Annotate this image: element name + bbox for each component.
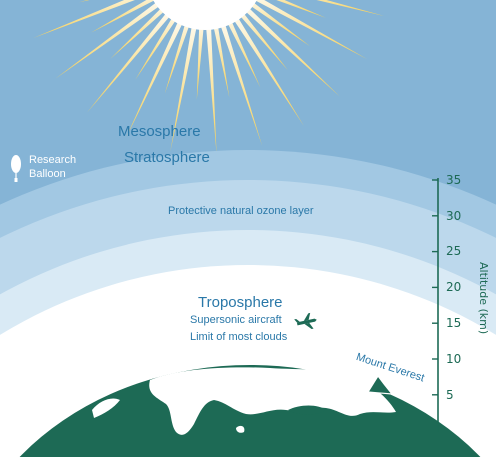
mount-everest-peak [366, 374, 394, 395]
tick-label-20: 20 [446, 280, 462, 294]
sun-ray [204, 9, 217, 155]
island [288, 405, 326, 415]
sun-ray [110, 0, 178, 59]
aircraft-icon [294, 312, 317, 329]
clouds-label: Limit of most clouds [190, 331, 288, 343]
tick-label-25: 25 [446, 244, 462, 258]
mesosphere-label: Mesosphere [118, 123, 201, 140]
sun-ray [170, 8, 201, 152]
sun-ray [79, 0, 90, 3]
altitude-axis [432, 178, 439, 432]
landmass-main [149, 367, 396, 435]
tick-label-30: 30 [446, 209, 462, 223]
tick-label-35: 35 [446, 173, 462, 187]
sun-ray [33, 0, 135, 39]
sun-ray [87, 0, 182, 113]
sun-rays [33, 0, 385, 155]
sun-ray [164, 7, 196, 94]
balloon-icon [11, 155, 21, 182]
tick-label-15: 15 [446, 316, 462, 330]
sun-ray [254, 0, 368, 60]
landmass-west-coast [92, 398, 120, 418]
sun-ray [126, 4, 191, 138]
sun-ray [196, 9, 206, 100]
aircraft-label: Supersonic aircraft [190, 314, 282, 326]
troposphere-label: Troposphere [198, 294, 283, 311]
sun-ray [214, 7, 263, 146]
landmass-east [380, 374, 410, 391]
tick-label-10: 10 [446, 352, 462, 366]
balloon-label-line2: Balloon [29, 168, 66, 180]
sun-ray [209, 8, 230, 98]
balloon-label-line1: Research [29, 154, 77, 166]
sun-ray [316, 0, 385, 16]
ozone-layer-label: Protective natural ozone layer [168, 205, 314, 217]
sun-core [153, 0, 257, 30]
sun-ray [232, 0, 340, 97]
sun-ray [55, 0, 169, 79]
sun-ray [276, 0, 326, 18]
tick-label-5: 5 [446, 388, 454, 402]
sun-ray [228, 0, 288, 71]
sun-ray [219, 4, 261, 88]
sun-ray [135, 2, 186, 80]
island-small [236, 425, 245, 433]
sun-ray [224, 2, 305, 127]
sun-ray [241, 0, 311, 47]
altitude-axis-title: Altitude (km) [477, 262, 490, 335]
stratosphere-label: Stratosphere [124, 149, 210, 166]
